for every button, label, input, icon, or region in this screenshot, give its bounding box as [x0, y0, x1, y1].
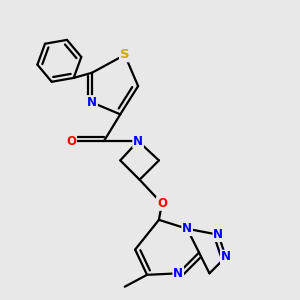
- Text: O: O: [157, 197, 167, 210]
- Text: S: S: [120, 48, 130, 62]
- Text: N: N: [133, 135, 143, 148]
- Text: N: N: [221, 250, 231, 263]
- Text: N: N: [173, 267, 183, 280]
- Text: N: N: [182, 222, 192, 235]
- Text: N: N: [87, 96, 97, 109]
- Text: O: O: [66, 135, 76, 148]
- Text: N: N: [213, 228, 224, 241]
